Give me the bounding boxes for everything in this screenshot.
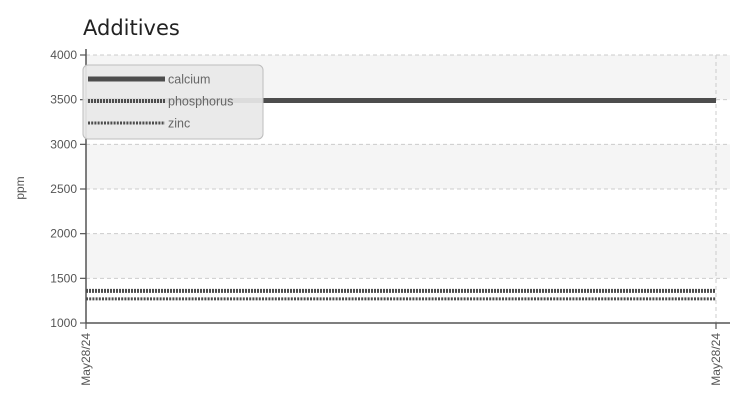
background-bands	[86, 55, 730, 279]
y-tick-label: 3500	[50, 93, 77, 107]
band	[86, 144, 730, 189]
x-ticks: May28/24 May28/24	[79, 323, 723, 386]
legend-box	[82, 64, 264, 140]
y-tick-label: 2500	[50, 182, 77, 196]
y-tick-label: 3000	[50, 137, 77, 151]
chart-title: Additives	[83, 16, 180, 40]
y-tick-label: 4000	[50, 48, 77, 62]
y-tick-label: 1500	[50, 271, 77, 285]
y-tick-label: 2000	[50, 227, 77, 241]
legend[interactable]: calcium phosphorus zinc	[82, 64, 264, 140]
legend-item-zinc: zinc	[168, 117, 190, 131]
y-tick-label: 1000	[50, 316, 77, 330]
x-tick-label: May28/24	[79, 333, 93, 386]
legend-item-calcium: calcium	[168, 73, 210, 87]
band	[86, 233, 730, 279]
y-axis-label: ppm	[13, 176, 27, 199]
y-ticks: 1000 1500 2000 2500 3000 3500 4000	[50, 48, 86, 330]
x-tick-label: May28/24	[709, 333, 723, 386]
legend-item-phosphorus: phosphorus	[168, 95, 233, 109]
